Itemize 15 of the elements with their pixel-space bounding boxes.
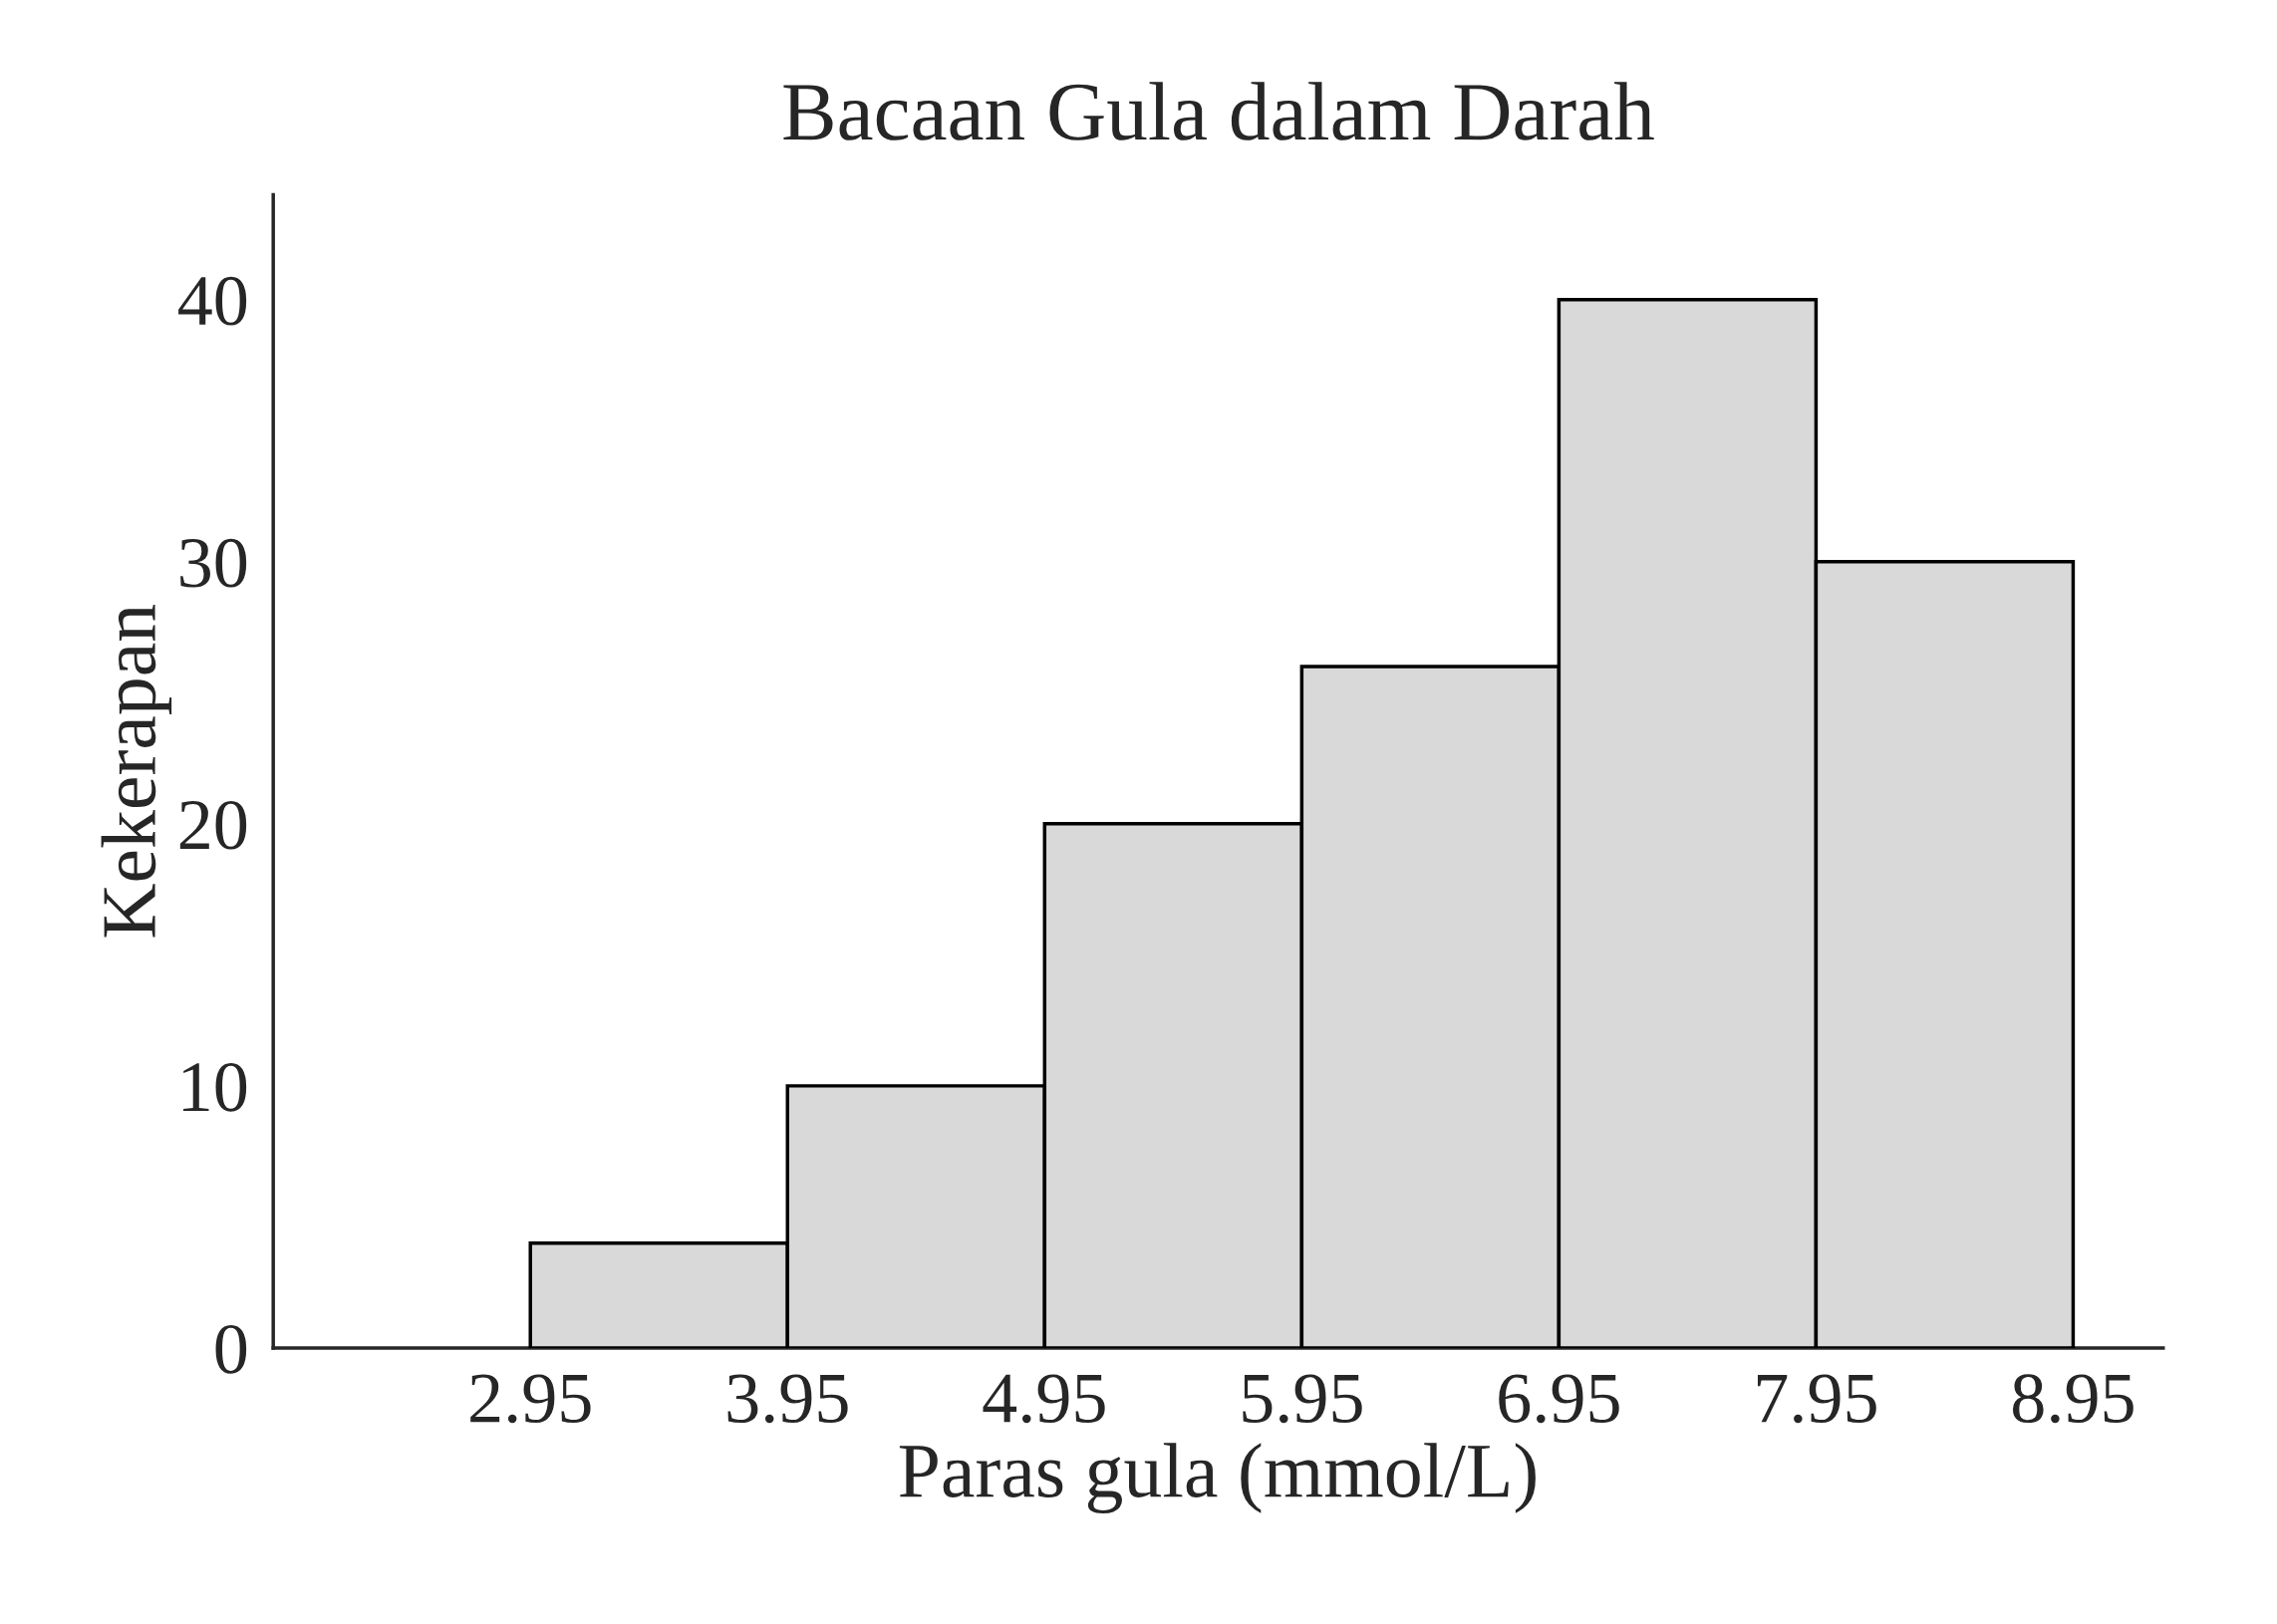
x-tick-label: 2.95 <box>470 1374 591 1424</box>
y-axis-title: Kekerapan <box>101 605 172 938</box>
x-tick-label: 7.95 <box>1757 1374 1876 1424</box>
x-tick-label: 8.95 <box>2013 1374 2134 1424</box>
x-axis-title: Paras gula (mmol/L) <box>899 1443 1536 1514</box>
x-tick-label: 3.95 <box>727 1374 848 1424</box>
y-tick-label: 0 <box>215 1324 247 1374</box>
chart-title: Bacaan Gula dalam Darah <box>783 82 1654 140</box>
y-tick-label: 30 <box>180 538 247 588</box>
y-tick-label: 40 <box>178 276 247 326</box>
x-tick-label: 6.95 <box>1499 1374 1619 1424</box>
x-tick-label: 4.95 <box>983 1374 1105 1424</box>
y-tick-label: 20 <box>179 800 247 850</box>
y-tick-label: 10 <box>183 1062 247 1112</box>
x-tick-label: 5.95 <box>1243 1374 1362 1424</box>
